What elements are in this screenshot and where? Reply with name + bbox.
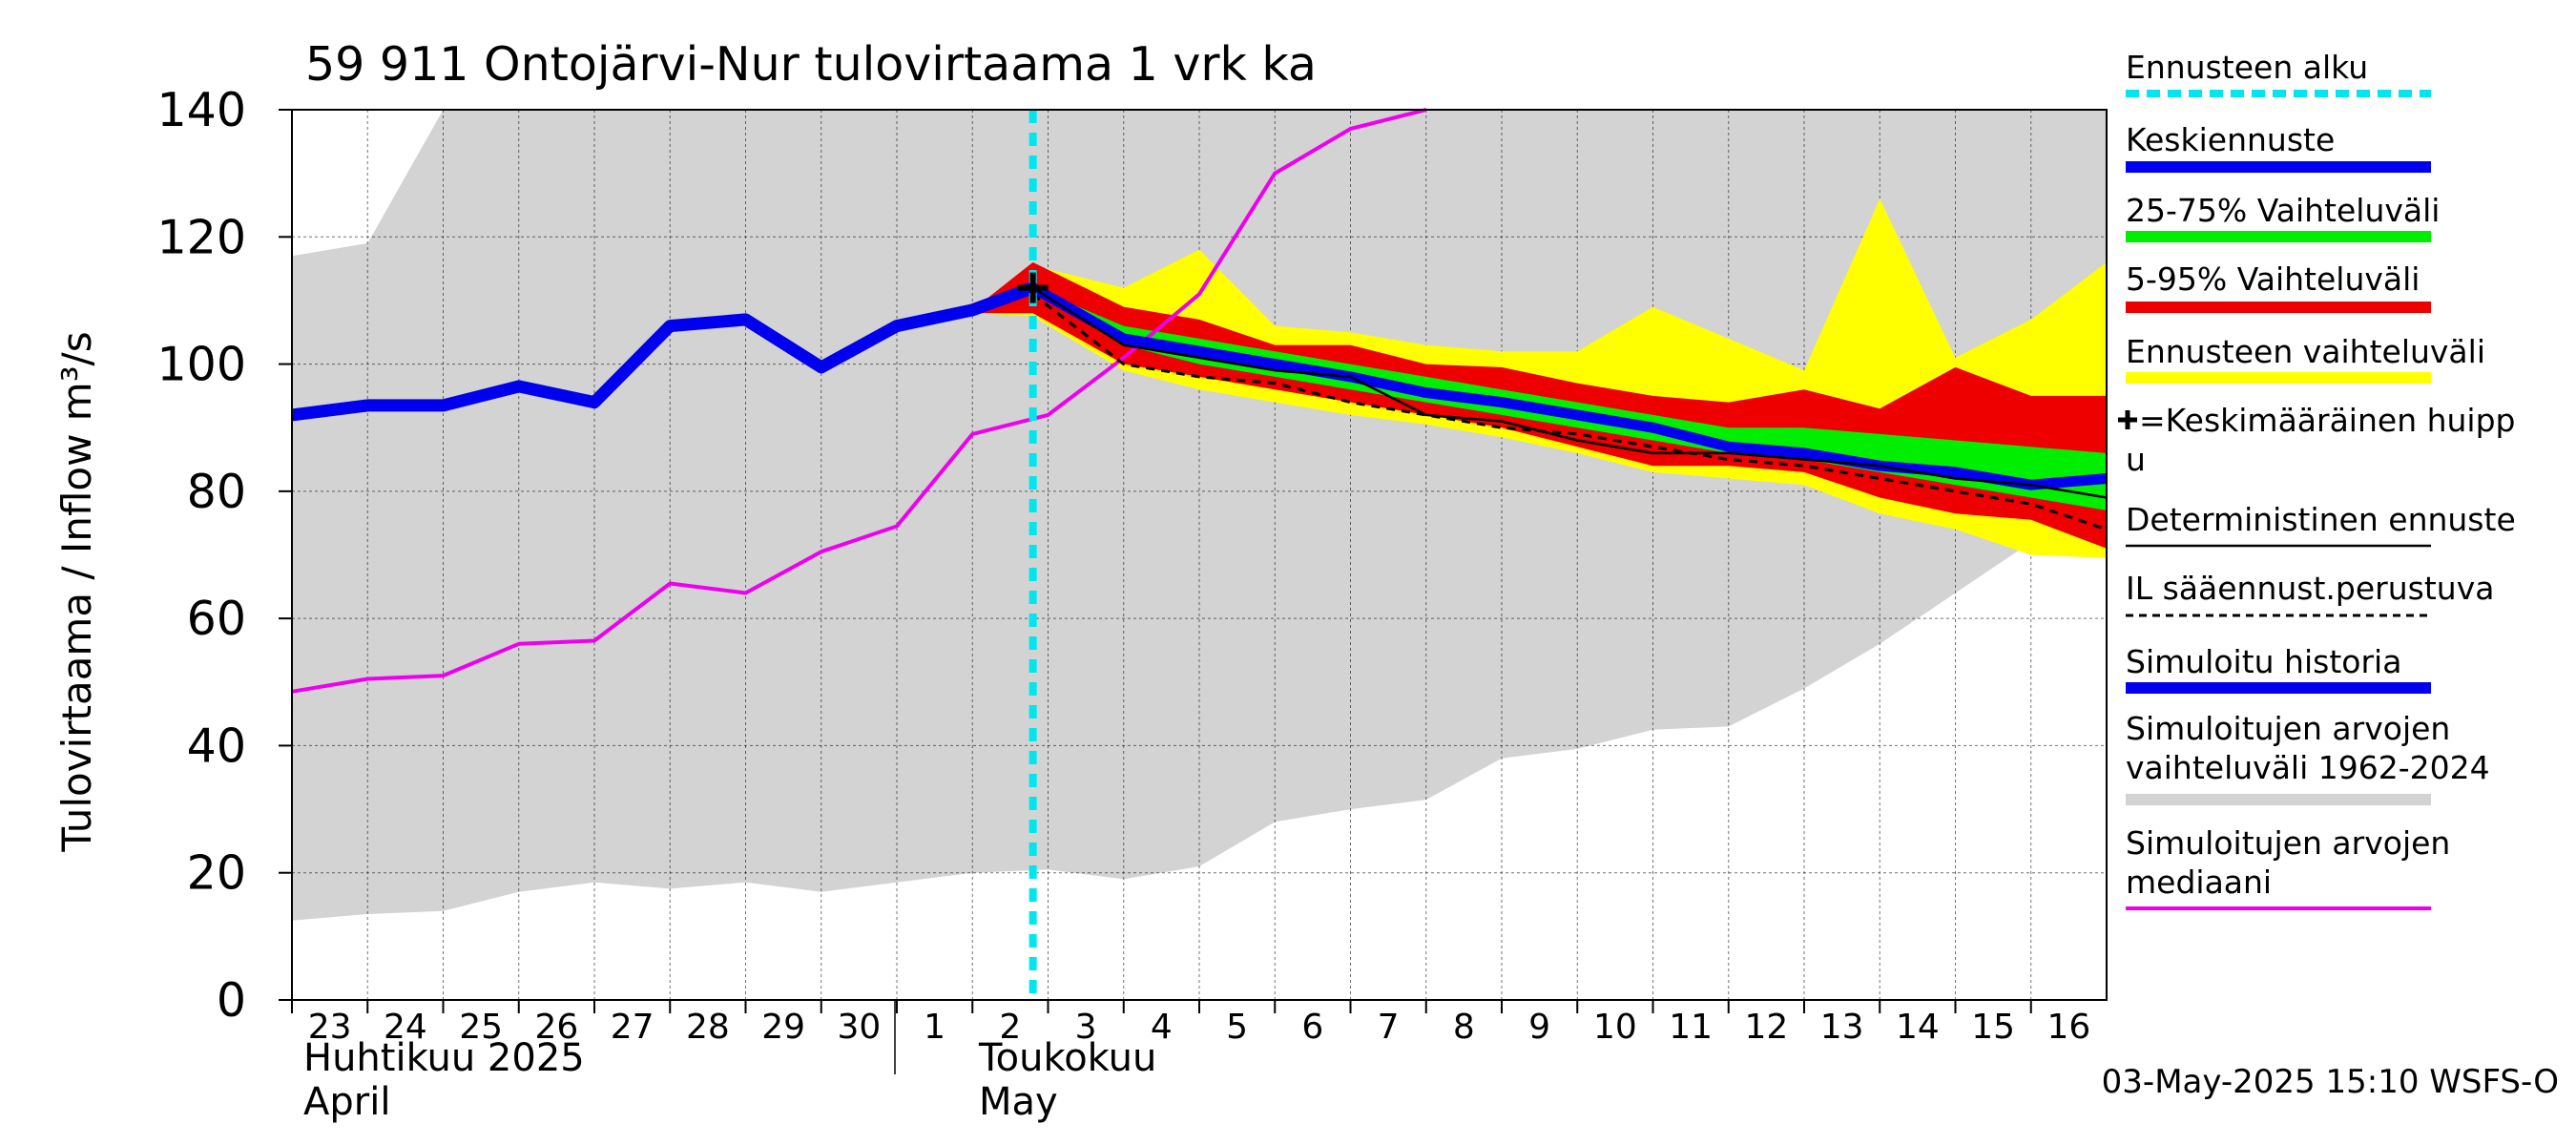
month-label-april-en: April (303, 1080, 390, 1124)
il-forecast-line (1031, 293, 2108, 531)
x-tick-label-5: 5 (1226, 1008, 1248, 1047)
x-tick-label-11: 11 (1669, 1008, 1713, 1047)
y-axis-label: Tulovirtaama / Inflow m³/s (53, 331, 100, 852)
series-lines-layer (291, 108, 2108, 1000)
chart-title: 59 911 Ontojärvi-Nur tulovirtaama 1 vrk … (305, 37, 1317, 92)
x-tick-label-7: 7 (1378, 1008, 1400, 1047)
x-tick-label-24: 24 (384, 1008, 427, 1047)
legend: Ennusteen alku Keskiennuste 25-75% Vaihtel… (2118, 49, 2516, 910)
y-tick-label-80: 80 (187, 465, 246, 519)
x-axis: 23 24 25 26 27 28 29 30 1 2 3 4 5 6 7 8 9 10 11 12 13 14 15 16 (291, 1000, 2090, 1074)
sim-history-line (291, 281, 1035, 422)
y-tick-label-140: 140 (156, 83, 246, 137)
x-tick-label-28: 28 (686, 1008, 730, 1047)
x-tick-label-12: 12 (1744, 1008, 1788, 1047)
legend-label2-sim_range: vaihteluväli 1962-2024 (2126, 749, 2490, 786)
month-label-may-fi: Toukokuu (978, 1036, 1156, 1080)
legend-label-deterministic: Deterministinen ennuste (2126, 501, 2516, 538)
mean-forecast-line (1029, 282, 2108, 490)
x-tick-label-3: 3 (1075, 1008, 1097, 1047)
x-tick-label-14: 14 (1896, 1008, 1940, 1047)
y-tick-label-60: 60 (187, 592, 246, 646)
legend-label-range_25_75: 25-75% Vaihteluväli (2126, 192, 2440, 229)
y-tick-label-120: 120 (156, 210, 246, 264)
x-tick-label-15: 15 (1971, 1008, 2015, 1047)
y-tick-label-20: 20 (187, 846, 246, 901)
legend-label-mean_forecast: Keskiennuste (2126, 121, 2335, 158)
month-label-may-en: May (979, 1080, 1058, 1124)
x-tick-label-29: 29 (761, 1008, 805, 1047)
x-tick-label-8: 8 (1453, 1008, 1475, 1047)
x-tick-label-2: 2 (999, 1008, 1021, 1047)
y-tick-label-100: 100 (156, 338, 246, 392)
x-tick-label-6: 6 (1301, 1008, 1323, 1047)
month-label-april-fi: Huhtikuu 2025 (303, 1036, 585, 1080)
x-tick-label-23: 23 (308, 1008, 352, 1047)
legend-label2-mean_peak: u (2126, 441, 2146, 478)
plot-area (291, 108, 2108, 1001)
x-tick-label-9: 9 (1528, 1008, 1550, 1047)
legend-label-range_5_95: 5-95% Vaihteluväli (2126, 260, 2420, 298)
x-tick-label-4: 4 (1151, 1008, 1173, 1047)
x-tick-label-25: 25 (459, 1008, 503, 1047)
legend-label-sim_range: Simuloitujen arvojen (2126, 710, 2450, 747)
legend-label2-sim_median: mediaani (2126, 864, 2272, 901)
x-tick-label-13: 13 (1820, 1008, 1864, 1047)
x-tick-label-1: 1 (924, 1008, 945, 1047)
timestamp-label: 03-May-2025 15:10 WSFS-O (2102, 1063, 2559, 1101)
legend-label-sim_history: Simuloitu historia (2126, 643, 2401, 680)
legend-label-sim_median: Simuloitujen arvojen (2126, 824, 2450, 862)
legend-label-mean_peak: =Keskimääräinen huipp (2139, 402, 2516, 439)
legend-label-forecast_range: Ennusteen vaihteluväli (2126, 333, 2485, 370)
legend-label-forecast_start: Ennusteen alku (2126, 49, 2368, 86)
y-axis: 0 20 40 60 80 100 120 140 (156, 83, 292, 1028)
sim-median-line (291, 108, 1427, 694)
x-tick-label-30: 30 (837, 1008, 881, 1047)
legend-label-il_forecast: IL sääennust.perustuva (2126, 570, 2494, 607)
x-tick-label-27: 27 (611, 1008, 654, 1047)
x-tick-label-26: 26 (534, 1008, 578, 1047)
y-tick-label-40: 40 (187, 718, 246, 773)
y-tick-label-0: 0 (217, 973, 246, 1028)
x-tick-label-16: 16 (2046, 1008, 2090, 1047)
x-tick-label-10: 10 (1593, 1008, 1637, 1047)
